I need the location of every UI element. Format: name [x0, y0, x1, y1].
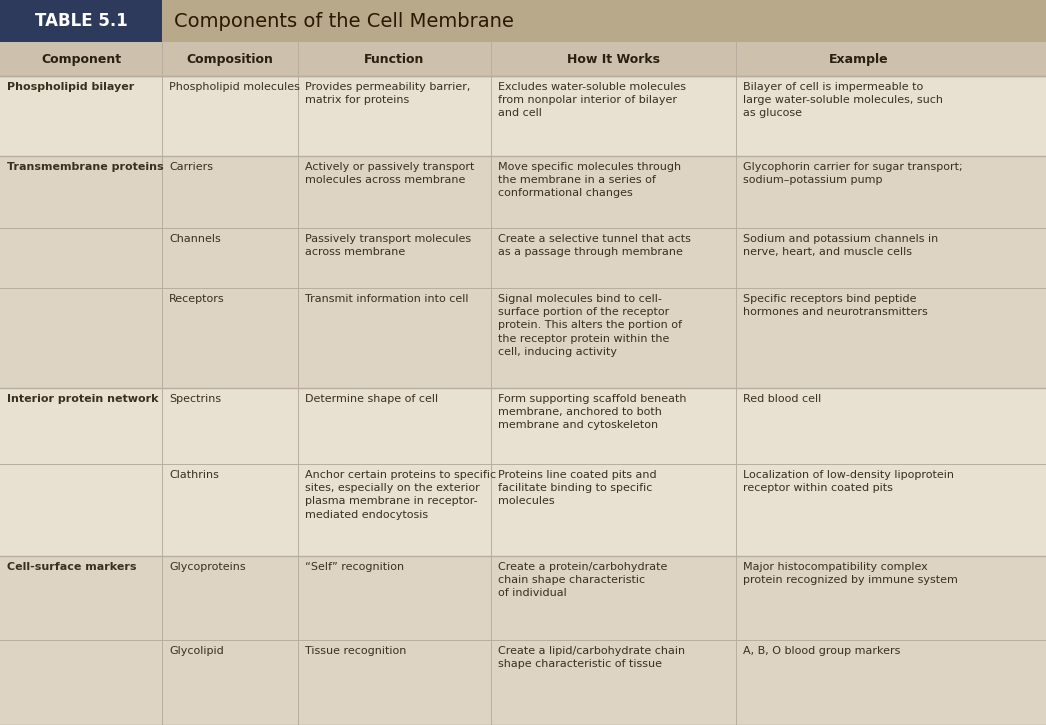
- Bar: [0, 288, 1046, 388]
- Text: Form supporting scaffold beneath
membrane, anchored to both
membrane and cytoske: Form supporting scaffold beneath membran…: [498, 394, 686, 431]
- Text: Transmembrane proteins: Transmembrane proteins: [7, 162, 163, 172]
- Bar: [0, 76, 1046, 156]
- Bar: [0, 388, 1046, 464]
- Text: Glycolipid: Glycolipid: [169, 646, 224, 656]
- Bar: [0, 556, 1046, 640]
- Text: Create a selective tunnel that acts
as a passage through membrane: Create a selective tunnel that acts as a…: [498, 234, 690, 257]
- Bar: [0, 42, 1046, 76]
- Bar: [0, 640, 1046, 725]
- Text: Major histocompatibility complex
protein recognized by immune system: Major histocompatibility complex protein…: [743, 562, 958, 585]
- Text: Phospholipid molecules: Phospholipid molecules: [169, 82, 300, 92]
- Text: Function: Function: [364, 52, 425, 65]
- Text: Composition: Composition: [186, 52, 273, 65]
- Text: Proteins line coated pits and
facilitate binding to specific
molecules: Proteins line coated pits and facilitate…: [498, 470, 657, 506]
- Text: Tissue recognition: Tissue recognition: [305, 646, 407, 656]
- Text: Create a protein/carbohydrate
chain shape characteristic
of individual: Create a protein/carbohydrate chain shap…: [498, 562, 667, 598]
- Text: Provides permeability barrier,
matrix for proteins: Provides permeability barrier, matrix fo…: [305, 82, 471, 105]
- Bar: [0, 156, 1046, 228]
- Text: Receptors: Receptors: [169, 294, 225, 304]
- Text: Example: Example: [828, 52, 888, 65]
- Text: A, B, O blood group markers: A, B, O blood group markers: [743, 646, 901, 656]
- Text: Component: Component: [41, 52, 121, 65]
- Text: Glycoproteins: Glycoproteins: [169, 562, 246, 572]
- Text: Actively or passively transport
molecules across membrane: Actively or passively transport molecule…: [305, 162, 475, 185]
- Text: Excludes water-soluble molecules
from nonpolar interior of bilayer
and cell: Excludes water-soluble molecules from no…: [498, 82, 686, 118]
- Bar: [0, 464, 1046, 556]
- Text: Localization of low-density lipoprotein
receptor within coated pits: Localization of low-density lipoprotein …: [743, 470, 954, 493]
- Text: Move specific molecules through
the membrane in a series of
conformational chang: Move specific molecules through the memb…: [498, 162, 681, 199]
- Text: How It Works: How It Works: [567, 52, 660, 65]
- Text: Interior protein network: Interior protein network: [7, 394, 159, 404]
- Text: Signal molecules bind to cell-
surface portion of the receptor
protein. This alt: Signal molecules bind to cell- surface p…: [498, 294, 682, 357]
- Text: Glycophorin carrier for sugar transport;
sodium–potassium pump: Glycophorin carrier for sugar transport;…: [743, 162, 962, 185]
- Text: Anchor certain proteins to specific
sites, especially on the exterior
plasma mem: Anchor certain proteins to specific site…: [305, 470, 496, 520]
- Text: Red blood cell: Red blood cell: [743, 394, 821, 404]
- Text: Spectrins: Spectrins: [169, 394, 221, 404]
- Text: “Self” recognition: “Self” recognition: [305, 562, 404, 572]
- Bar: [162, 0, 1046, 42]
- Text: Channels: Channels: [169, 234, 221, 244]
- Text: Cell-surface markers: Cell-surface markers: [7, 562, 136, 572]
- Text: Bilayer of cell is impermeable to
large water-soluble molecules, such
as glucose: Bilayer of cell is impermeable to large …: [743, 82, 943, 118]
- Text: Clathrins: Clathrins: [169, 470, 219, 480]
- Text: Determine shape of cell: Determine shape of cell: [305, 394, 438, 404]
- Text: TABLE 5.1: TABLE 5.1: [35, 12, 128, 30]
- Text: Create a lipid/carbohydrate chain
shape characteristic of tissue: Create a lipid/carbohydrate chain shape …: [498, 646, 685, 669]
- Bar: [0, 0, 162, 42]
- Text: Passively transport molecules
across membrane: Passively transport molecules across mem…: [305, 234, 471, 257]
- Text: Specific receptors bind peptide
hormones and neurotransmitters: Specific receptors bind peptide hormones…: [743, 294, 928, 318]
- Bar: [0, 228, 1046, 288]
- Text: Sodium and potassium channels in
nerve, heart, and muscle cells: Sodium and potassium channels in nerve, …: [743, 234, 938, 257]
- Text: Phospholipid bilayer: Phospholipid bilayer: [7, 82, 134, 92]
- Text: Components of the Cell Membrane: Components of the Cell Membrane: [174, 12, 514, 30]
- Text: Carriers: Carriers: [169, 162, 213, 172]
- Text: Transmit information into cell: Transmit information into cell: [305, 294, 469, 304]
